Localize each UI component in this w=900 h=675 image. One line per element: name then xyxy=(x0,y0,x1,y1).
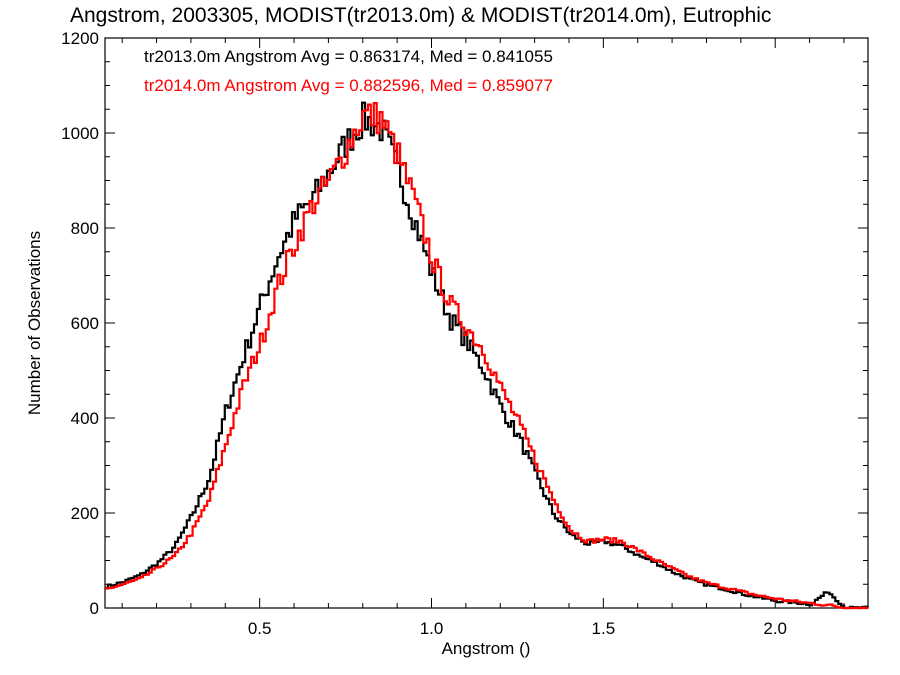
y-tick-label: 1200 xyxy=(61,29,99,48)
x-axis: 0.5 1.0 1.5 2.0 xyxy=(121,38,845,638)
series-tr2013-line xyxy=(105,101,869,610)
x-tick-label: 0.5 xyxy=(248,619,272,638)
x-tick-label: 2.0 xyxy=(763,619,787,638)
y-axis: 0 200 400 600 800 1000 1200 xyxy=(61,29,868,618)
y-tick-label: 600 xyxy=(71,314,99,333)
plot-frame xyxy=(104,37,869,609)
y-tick-label: 800 xyxy=(71,219,99,238)
x-tick-label: 1.5 xyxy=(592,619,616,638)
y-tick-label: 400 xyxy=(71,409,99,428)
y-tick-label: 0 xyxy=(90,599,99,618)
chart-title: Angstrom, 2003305, MODIST(tr2013.0m) & M… xyxy=(70,4,771,27)
series-layer xyxy=(105,101,869,610)
legend-entry-tr2013: tr2013.0m Angstrom Avg = 0.863174, Med =… xyxy=(144,47,553,66)
x-tick-label: 1.0 xyxy=(420,619,444,638)
x-axis-label: Angstrom () xyxy=(442,639,531,658)
series-tr2014-line xyxy=(105,102,868,610)
y-tick-label: 200 xyxy=(71,504,99,523)
y-axis-label: Number of Observations xyxy=(25,231,44,415)
legend-entry-tr2014: tr2014.0m Angstrom Avg = 0.882596, Med =… xyxy=(144,76,553,95)
y-tick-label: 1000 xyxy=(61,124,99,143)
